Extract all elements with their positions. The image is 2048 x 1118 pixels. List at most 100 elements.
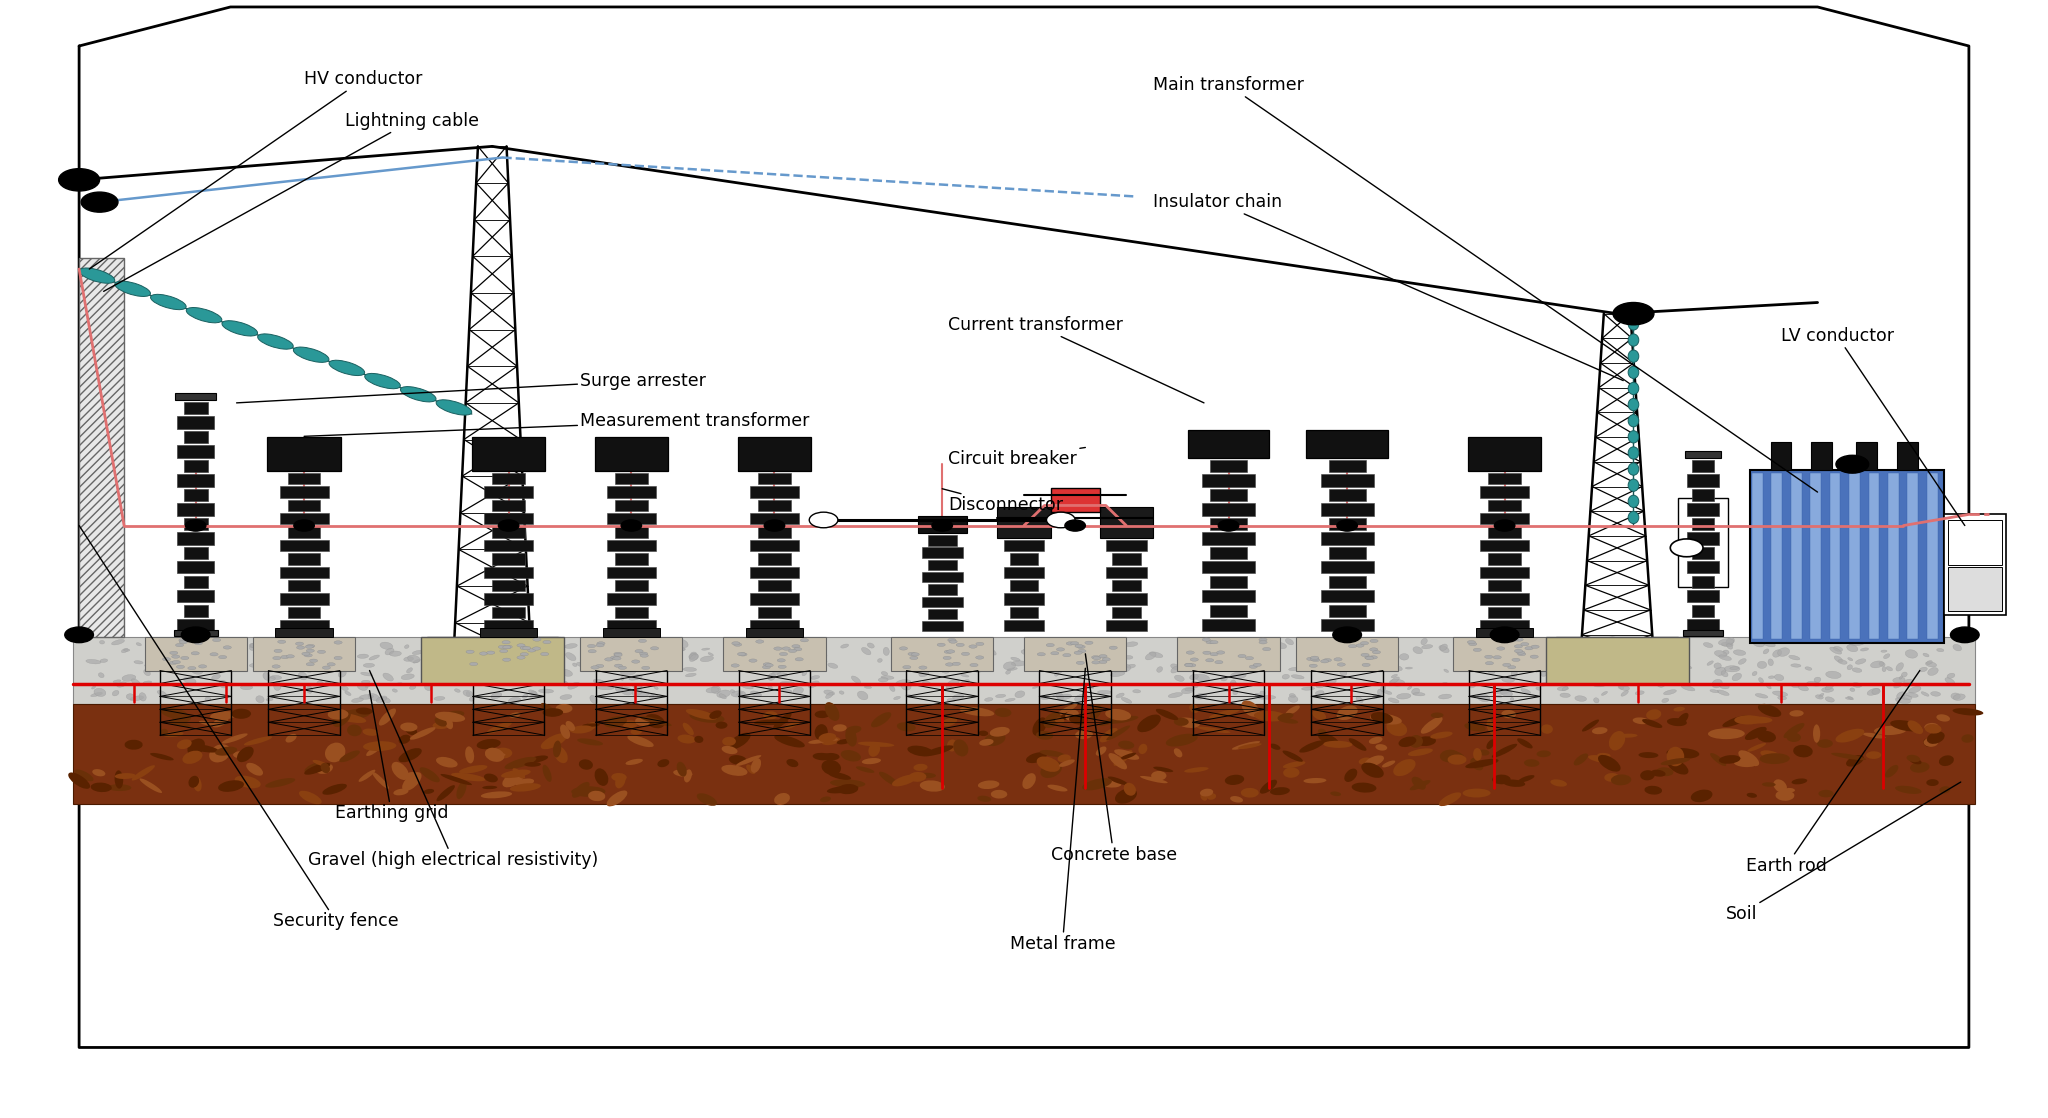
Ellipse shape — [1253, 711, 1286, 721]
Ellipse shape — [487, 722, 512, 733]
Ellipse shape — [1757, 704, 1782, 717]
Ellipse shape — [1055, 672, 1059, 676]
Ellipse shape — [1214, 661, 1223, 664]
Ellipse shape — [1925, 723, 1939, 731]
Ellipse shape — [1767, 676, 1774, 679]
Ellipse shape — [594, 680, 606, 685]
Ellipse shape — [969, 646, 981, 652]
Text: Earth rod: Earth rod — [1747, 671, 1919, 874]
Ellipse shape — [1319, 642, 1323, 645]
Ellipse shape — [1536, 669, 1540, 672]
Ellipse shape — [635, 717, 651, 726]
Ellipse shape — [1063, 653, 1071, 656]
Ellipse shape — [1260, 641, 1268, 644]
Ellipse shape — [231, 662, 240, 666]
Ellipse shape — [1260, 638, 1268, 642]
Ellipse shape — [1790, 710, 1804, 717]
Ellipse shape — [1057, 663, 1063, 667]
Bar — [1688, 590, 1720, 603]
Ellipse shape — [479, 652, 487, 655]
Ellipse shape — [1475, 655, 1485, 662]
Ellipse shape — [1358, 757, 1370, 765]
Ellipse shape — [1460, 662, 1468, 665]
Bar — [922, 597, 963, 607]
Ellipse shape — [958, 707, 995, 717]
Ellipse shape — [1442, 682, 1448, 685]
Ellipse shape — [864, 686, 872, 689]
Ellipse shape — [594, 768, 608, 786]
Ellipse shape — [989, 650, 995, 655]
Ellipse shape — [627, 736, 653, 747]
Bar — [1688, 503, 1720, 515]
Ellipse shape — [676, 761, 686, 777]
Ellipse shape — [815, 711, 829, 718]
Ellipse shape — [1862, 639, 1876, 644]
Ellipse shape — [754, 719, 788, 726]
Ellipse shape — [1366, 656, 1374, 660]
Ellipse shape — [1952, 708, 1982, 716]
Bar — [178, 445, 215, 457]
Ellipse shape — [391, 761, 410, 780]
Ellipse shape — [598, 641, 606, 644]
Ellipse shape — [1927, 667, 1937, 675]
Ellipse shape — [365, 373, 399, 389]
Ellipse shape — [266, 667, 279, 672]
Ellipse shape — [1722, 642, 1733, 647]
Ellipse shape — [336, 647, 350, 654]
Ellipse shape — [508, 698, 520, 704]
Ellipse shape — [1186, 651, 1194, 654]
Ellipse shape — [1372, 651, 1380, 654]
Ellipse shape — [1391, 678, 1399, 683]
Ellipse shape — [768, 685, 772, 689]
Ellipse shape — [567, 682, 580, 689]
Ellipse shape — [1327, 643, 1339, 646]
Bar — [1202, 474, 1255, 486]
Ellipse shape — [1430, 731, 1452, 739]
Ellipse shape — [559, 724, 569, 739]
Ellipse shape — [1864, 732, 1886, 739]
Ellipse shape — [1333, 638, 1343, 646]
Ellipse shape — [1317, 729, 1325, 735]
Ellipse shape — [801, 667, 805, 671]
Ellipse shape — [889, 685, 895, 692]
Ellipse shape — [1094, 647, 1106, 652]
Ellipse shape — [1473, 648, 1481, 652]
Ellipse shape — [1935, 714, 1950, 721]
Ellipse shape — [344, 709, 371, 719]
Bar — [928, 585, 956, 595]
Ellipse shape — [877, 659, 883, 662]
Ellipse shape — [1100, 728, 1118, 742]
Ellipse shape — [307, 650, 315, 653]
Ellipse shape — [590, 695, 598, 703]
Ellipse shape — [1628, 430, 1638, 443]
Ellipse shape — [862, 758, 881, 765]
Ellipse shape — [266, 699, 272, 701]
Ellipse shape — [565, 721, 575, 731]
Ellipse shape — [1718, 655, 1731, 661]
Ellipse shape — [338, 671, 346, 678]
Ellipse shape — [807, 660, 817, 664]
Ellipse shape — [1710, 754, 1726, 766]
Bar — [74, 704, 1974, 804]
Ellipse shape — [588, 650, 596, 653]
Ellipse shape — [588, 644, 596, 647]
Ellipse shape — [582, 648, 588, 652]
Bar — [891, 637, 993, 671]
Ellipse shape — [262, 673, 270, 681]
Ellipse shape — [727, 639, 739, 645]
Ellipse shape — [1640, 770, 1655, 780]
Ellipse shape — [399, 748, 422, 762]
Ellipse shape — [1071, 642, 1079, 645]
Bar — [606, 513, 655, 524]
Ellipse shape — [731, 664, 739, 667]
Ellipse shape — [946, 663, 954, 666]
Ellipse shape — [1110, 672, 1124, 676]
Ellipse shape — [934, 648, 942, 651]
Ellipse shape — [1890, 720, 1923, 731]
Ellipse shape — [1681, 665, 1692, 669]
Ellipse shape — [1192, 681, 1198, 688]
Ellipse shape — [1610, 731, 1626, 750]
Ellipse shape — [1479, 749, 1489, 756]
Ellipse shape — [199, 665, 207, 669]
Ellipse shape — [1339, 670, 1348, 675]
